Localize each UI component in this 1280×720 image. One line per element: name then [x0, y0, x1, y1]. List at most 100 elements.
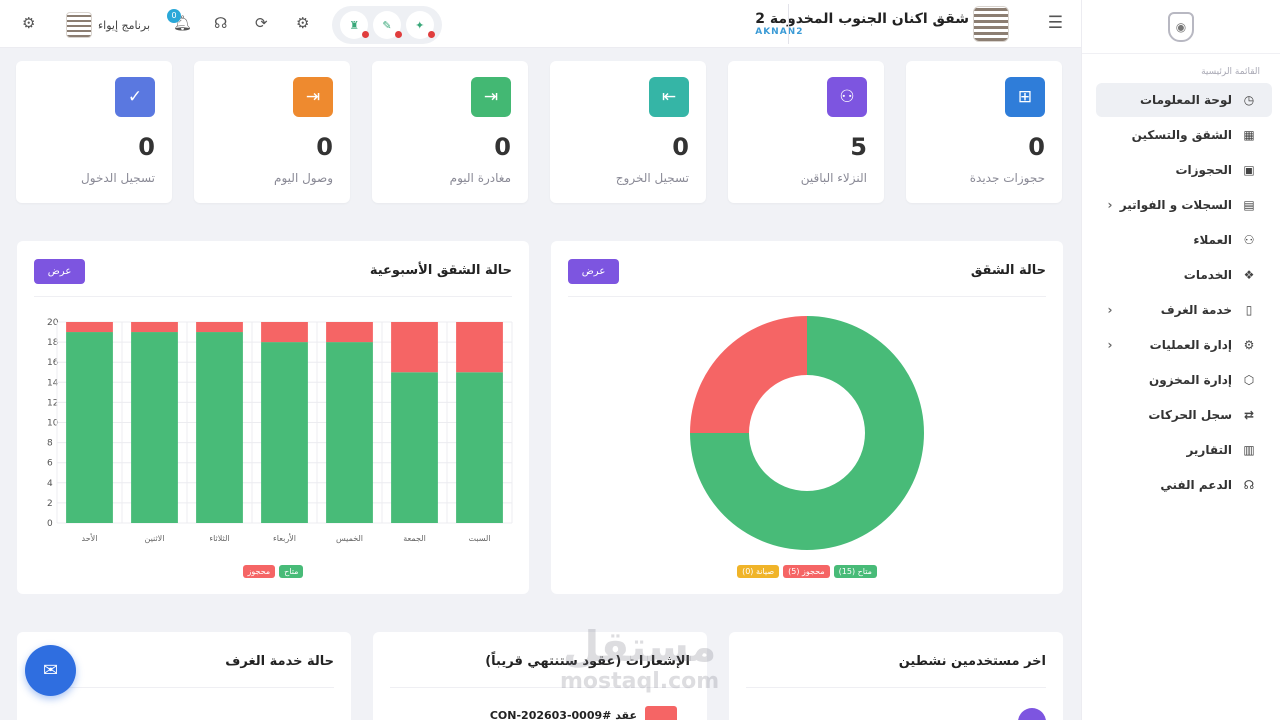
program-switcher[interactable]: برنامج إيواء — [66, 12, 150, 38]
sidebar-item-label: الخدمات — [1183, 268, 1232, 282]
bar-segment — [326, 322, 373, 343]
stat-label: وصول اليوم — [274, 171, 333, 185]
brand-logo — [973, 6, 1009, 42]
sidebar-item[interactable]: ⬡ إدارة المخزون — [1096, 363, 1272, 397]
sidebar-item[interactable]: ⇄ سجل الحركات — [1096, 398, 1272, 432]
y-tick-label: 18 — [47, 338, 59, 348]
bar-segment — [131, 332, 178, 523]
panel-title: حالة الشقق الأسبوعية — [369, 263, 512, 278]
stat-card[interactable]: ✓ 0 تسجيل الدخول — [16, 61, 172, 203]
apartment-status-donut-chart — [690, 316, 924, 550]
calendar-check-icon: ▣ — [1243, 163, 1255, 177]
departure-icon: ⇥ — [471, 77, 511, 117]
gear-icon[interactable]: ⚙ — [296, 14, 310, 32]
stat-value: 5 — [850, 133, 867, 161]
refresh-icon[interactable]: ⟳ — [255, 14, 268, 32]
legend-item: متاح — [279, 565, 304, 578]
shield-logo-icon: ◉ — [1168, 11, 1194, 42]
brand-code: AKNAN2 — [755, 27, 804, 37]
app-shortcut-icon[interactable]: ✦ — [405, 11, 435, 39]
chevron-icon: ‹ — [1107, 338, 1113, 352]
stat-value: 0 — [1028, 133, 1045, 161]
bar-segment — [391, 322, 438, 373]
building-icon: ▦ — [1243, 128, 1255, 142]
contracts-notifications-panel: الإشعارات (عقود ستنتهي قريباً) عقد #CON-… — [373, 632, 707, 720]
y-tick-label: 0 — [47, 519, 53, 529]
sidebar-item[interactable]: ▤ السجلات و الفواتير ‹ — [1096, 188, 1272, 222]
headset-icon: ☊ — [1243, 478, 1255, 492]
sidebar-item[interactable]: ☊ الدعم الفني — [1096, 468, 1272, 502]
view-button[interactable]: عرض — [568, 259, 619, 284]
chat-button[interactable]: ✉ — [25, 645, 76, 696]
transfer-icon: ⇄ — [1243, 408, 1255, 422]
app-shortcut-icon[interactable]: ✎ — [373, 11, 403, 39]
sidebar-item[interactable]: ◷ لوحة المعلومات — [1096, 83, 1272, 117]
bar-segment — [196, 322, 243, 333]
sidebar-item[interactable]: ⚙ إدارة العمليات ‹ — [1096, 328, 1272, 362]
status-dot — [427, 31, 435, 38]
contract-alert-icon — [645, 706, 677, 720]
apartment-status-panel: حالة الشقق عرض صيانة (0) محجوز (5) متاح (1… — [551, 241, 1063, 594]
program-label: برنامج إيواء — [98, 18, 151, 32]
stat-card[interactable]: ⊞ 0 حجوزات جديدة — [906, 61, 1062, 203]
bar-segment — [66, 322, 113, 333]
bar-chart-icon: ▥ — [1243, 443, 1255, 457]
brand-name: شقق اكنان الجنوب المخدومة 2 — [755, 11, 969, 27]
sidebar-item-label: الدعم الفني — [1160, 478, 1232, 492]
contract-item[interactable]: عقد #CON-202603-0009 — [490, 706, 677, 720]
sidebar-item[interactable]: ▦ الشقق والتسكين — [1096, 118, 1272, 152]
quick-apps: ✦ ✎ ♜ — [332, 6, 442, 44]
status-dot — [395, 31, 403, 38]
sidebar-item-label: إدارة المخزون — [1148, 373, 1232, 387]
y-tick-label: 6 — [47, 459, 53, 469]
stat-card[interactable]: ⇥ 0 وصول اليوم — [194, 61, 350, 203]
brand[interactable]: شقق اكنان الجنوب المخدومة 2 AKNAN2 — [755, 6, 1009, 42]
legend-item: محجوز — [242, 565, 276, 578]
stat-card[interactable]: ⇤ 0 تسجيل الخروج — [550, 61, 706, 203]
x-tick-label: الاثنين — [145, 534, 165, 543]
app-shortcut-icon[interactable]: ♜ — [340, 11, 370, 39]
watermark-arabic: مستقل — [562, 622, 717, 671]
chevron-icon: ‹ — [1107, 198, 1113, 212]
sidebar-section-title: القائمة الرئيسية — [1201, 67, 1260, 77]
x-tick-label: الأحد — [82, 533, 98, 543]
divider — [788, 4, 789, 44]
menu-icon[interactable]: ☰ — [1047, 13, 1063, 33]
sidebar-item-label: إدارة العمليات — [1149, 338, 1232, 352]
stat-label: النزلاء الباقين — [800, 171, 867, 185]
guests-icon: ⚇ — [827, 77, 867, 117]
sidebar-item[interactable]: ❖ الخدمات — [1096, 258, 1272, 292]
stat-card[interactable]: ⇥ 0 مغادرة اليوم — [372, 61, 528, 203]
sidebar-item[interactable]: ▥ التقارير — [1096, 433, 1272, 467]
watermark: مستقل mostaql.com — [560, 622, 719, 695]
sidebar-item[interactable]: ▯ خدمة الغرف ‹ — [1096, 293, 1272, 327]
donut-slice — [690, 316, 807, 433]
gear-icon: ⚙ — [1243, 338, 1255, 352]
sidebar-item[interactable]: ⚇ العملاء — [1096, 223, 1272, 257]
y-tick-label: 14 — [47, 378, 59, 388]
topbar: ☰ شقق اكنان الجنوب المخدومة 2 AKNAN2 ✦ ✎… — [0, 0, 1081, 48]
settings-icon[interactable]: ⚙ — [22, 14, 36, 32]
bar-segment — [261, 322, 308, 343]
divider — [390, 687, 690, 688]
bar-segment — [131, 322, 178, 333]
stat-card[interactable]: ⚇ 5 النزلاء الباقين — [728, 61, 884, 203]
legend-item: محجوز (5) — [783, 565, 830, 578]
status-dot — [362, 31, 370, 38]
y-tick-label: 8 — [47, 439, 53, 449]
bar-legend: متاحمحجوز — [17, 563, 529, 578]
view-button[interactable]: عرض — [34, 259, 85, 284]
x-tick-label: الجمعة — [403, 534, 426, 543]
panel-title: اخر مستخدمين نشطين — [898, 654, 1046, 669]
users-icon: ⚇ — [1243, 233, 1255, 247]
sidebar-item[interactable]: ▣ الحجوزات — [1096, 153, 1272, 187]
stat-label: تسجيل الخروج — [615, 171, 689, 185]
box-icon: ⬡ — [1243, 373, 1255, 387]
y-tick-label: 20 — [47, 318, 59, 328]
legend-item: صيانة (0) — [737, 565, 780, 578]
sidebar-item-label: التقارير — [1186, 443, 1232, 457]
bar-segment — [66, 332, 113, 523]
headset-icon[interactable]: ☊ — [214, 14, 228, 32]
divider — [568, 296, 1046, 297]
panel-title: حالة الشقق — [970, 263, 1046, 278]
